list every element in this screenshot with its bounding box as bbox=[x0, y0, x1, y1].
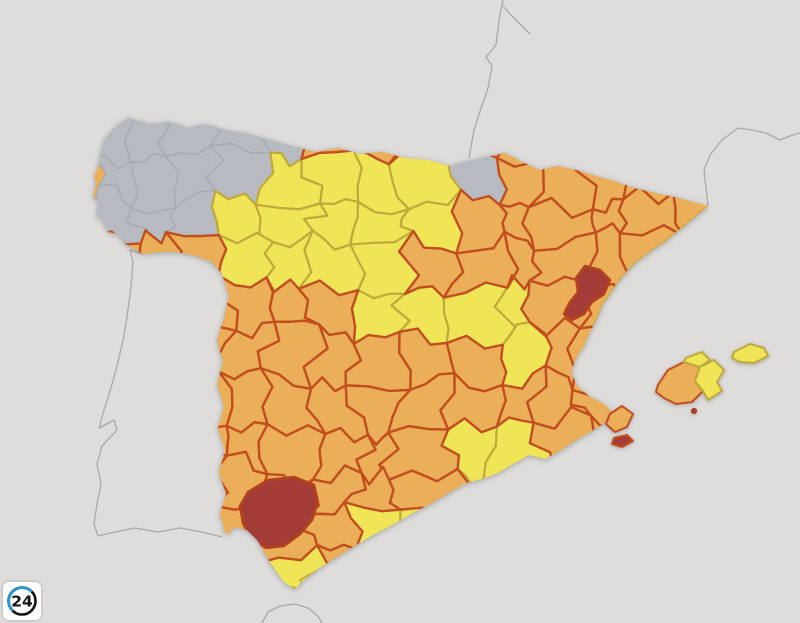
ibiza bbox=[605, 405, 634, 433]
formentera bbox=[611, 434, 634, 448]
balearic-islands bbox=[605, 343, 769, 448]
neighbour-outlines bbox=[93, 0, 800, 623]
france-border-line bbox=[468, 0, 504, 159]
red-warning-zone-castellon-coast bbox=[562, 264, 612, 322]
logo-24-svg: 24 bbox=[7, 586, 37, 616]
menorca bbox=[731, 343, 769, 364]
cabrera-islet bbox=[690, 407, 698, 415]
logo-badge-24: 24 bbox=[3, 582, 41, 620]
logo-text: 24 bbox=[11, 593, 33, 611]
portugal-outline bbox=[93, 249, 223, 538]
logo-blue-arc bbox=[7, 586, 33, 612]
france-border-line bbox=[502, 5, 531, 35]
red-warning-zone-seville bbox=[238, 475, 320, 550]
france-border-line bbox=[703, 127, 800, 207]
morocco-outline bbox=[261, 603, 323, 623]
mallorca-east bbox=[694, 359, 725, 401]
